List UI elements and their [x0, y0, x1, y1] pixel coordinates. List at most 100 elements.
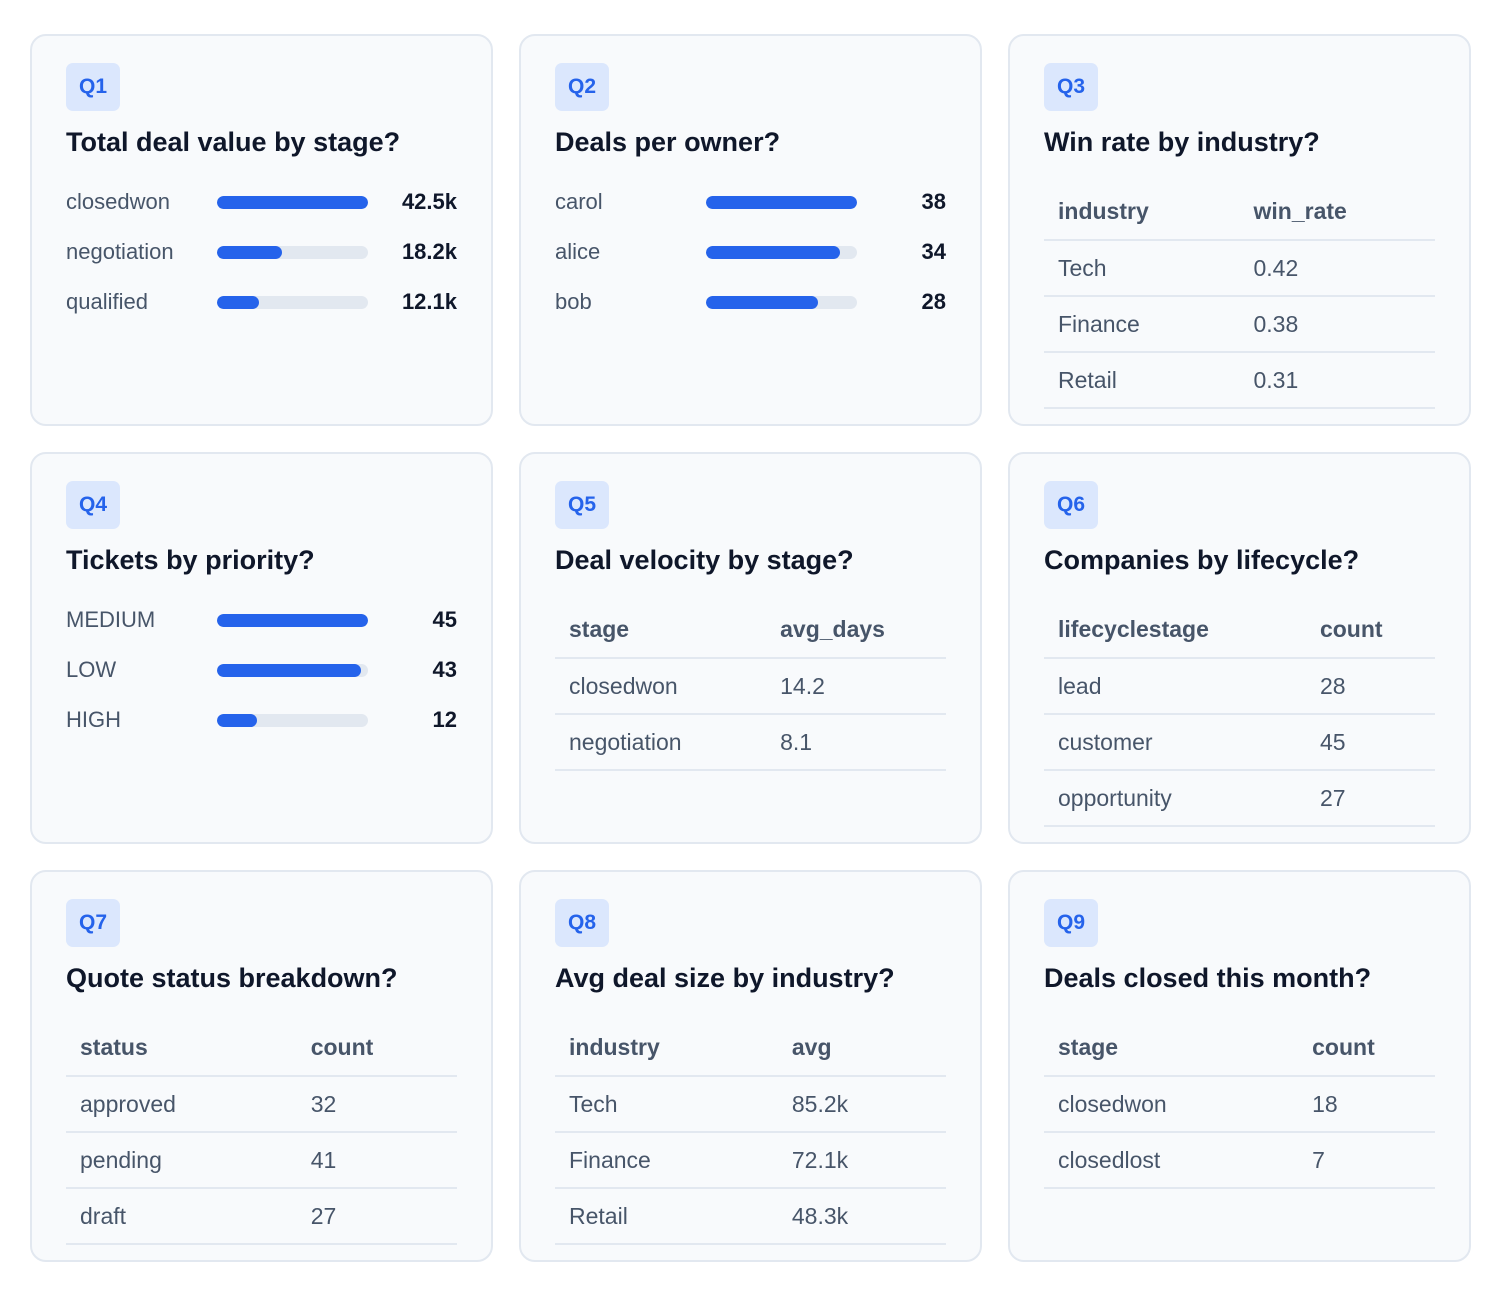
result-table: industry avg Tech 85.2k Finance 72.1k Retail 48… — [555, 1019, 946, 1245]
table-cell: 45 — [1305, 714, 1435, 771]
bar-fill — [217, 663, 362, 677]
table-cell: 0.31 — [1239, 352, 1435, 409]
question-badge: Q6 — [1044, 481, 1099, 529]
table-header-row: industry win_rate — [1044, 183, 1435, 241]
question-badge: Q7 — [66, 899, 121, 947]
table-row: closedwon 14.2 — [555, 658, 946, 715]
result-table: industry win_rate Tech 0.42 Finance 0.38 Retai… — [1044, 183, 1435, 409]
bar-label: qualified — [66, 289, 148, 314]
table-cell: 27 — [296, 1188, 457, 1245]
bar-row: bob 28 — [555, 277, 946, 327]
column-header: count — [1305, 601, 1435, 659]
bar-label: alice — [555, 239, 601, 264]
table-cell: Finance — [555, 1132, 778, 1189]
bar-label: LOW — [66, 657, 117, 682]
table-header-row: stage count — [1044, 1019, 1435, 1077]
table-cell: approved — [66, 1076, 297, 1133]
question-card[interactable]: Q7 Quote status breakdown? status count appr… — [30, 870, 493, 1262]
bar-row: qualified 12.1k — [66, 277, 457, 327]
bar-value: 12 — [432, 707, 457, 732]
bar-label: negotiation — [66, 239, 174, 264]
bar-fill — [706, 245, 841, 259]
table-cell: 41 — [296, 1132, 457, 1189]
question-title: Deal velocity by stage? — [555, 545, 854, 575]
table-body: closedwon 18 closedlost 7 — [1044, 1076, 1435, 1189]
column-header: stage — [1044, 1019, 1299, 1077]
bar-track — [217, 613, 368, 627]
table-body: Tech 0.42 Finance 0.38 Retail 0.31 — [1044, 240, 1435, 409]
table-row: closedwon 18 — [1044, 1076, 1435, 1133]
bar-fill — [217, 713, 258, 727]
table-cell: Tech — [555, 1076, 778, 1133]
table-cell: opportunity — [1044, 770, 1306, 827]
bar-row: closedwon 42.5k — [66, 177, 457, 227]
column-header: industry — [1044, 183, 1240, 241]
question-card[interactable]: Q6 Companies by lifecycle? lifecyclestage c… — [1008, 452, 1471, 844]
table-row: lead 28 — [1044, 658, 1435, 715]
column-header: lifecyclestage — [1044, 601, 1306, 659]
table-cell: draft — [66, 1188, 297, 1245]
bar-value: 34 — [921, 239, 946, 264]
column-header: industry — [555, 1019, 778, 1077]
table-row: Finance 0.38 — [1044, 296, 1435, 353]
table-cell: 27 — [1305, 770, 1435, 827]
question-card[interactable]: Q4 Tickets by priority? MEDIUM 45 LOW 43 HIGH 1… — [30, 452, 493, 844]
table-cell: customer — [1044, 714, 1306, 771]
question-card[interactable]: Q5 Deal velocity by stage? stage avg_days cl… — [519, 452, 982, 844]
table-cell: Tech — [1044, 240, 1240, 297]
table-header-row: lifecyclestage count — [1044, 601, 1435, 659]
column-header: status — [66, 1019, 297, 1077]
bar-track — [217, 295, 368, 309]
table-body: lead 28 customer 45 opportunity 27 — [1044, 658, 1435, 827]
bar-list: MEDIUM 45 LOW 43 HIGH 12 — [66, 595, 457, 745]
bar-row: HIGH 12 — [66, 695, 457, 745]
column-header: count — [296, 1019, 457, 1077]
bar-row: LOW 43 — [66, 645, 457, 695]
question-badge: Q1 — [66, 63, 121, 111]
question-card[interactable]: Q1 Total deal value by stage? closedwon 42.… — [30, 34, 493, 426]
question-card[interactable]: Q2 Deals per owner? carol 38 alice 34 bob 28 — [519, 34, 982, 426]
table-cell: 18 — [1298, 1076, 1435, 1133]
bar-list: closedwon 42.5k negotiation 18.2k qualified 1… — [66, 177, 457, 327]
question-title: Companies by lifecycle? — [1044, 545, 1360, 575]
bar-row: carol 38 — [555, 177, 946, 227]
column-header: avg_days — [766, 601, 946, 659]
bar-label: closedwon — [66, 189, 170, 214]
bar-value: 45 — [432, 607, 457, 632]
bar-label: carol — [555, 189, 603, 214]
bar-fill — [217, 613, 368, 627]
question-card[interactable]: Q3 Win rate by industry? industry win_rate T… — [1008, 34, 1471, 426]
question-badge: Q4 — [66, 481, 121, 529]
table-head: lifecyclestage count — [1044, 601, 1435, 659]
table-cell: negotiation — [555, 714, 767, 771]
table-header-row: status count — [66, 1019, 457, 1077]
bar-row: MEDIUM 45 — [66, 595, 457, 645]
table-cell: closedwon — [1044, 1076, 1299, 1133]
table-head: status count — [66, 1019, 457, 1077]
table-row: customer 45 — [1044, 714, 1435, 771]
question-card[interactable]: Q8 Avg deal size by industry? industry avg T… — [519, 870, 982, 1262]
bar-label: MEDIUM — [66, 607, 156, 632]
question-badge: Q8 — [555, 899, 610, 947]
table-row: pending 41 — [66, 1132, 457, 1189]
table-cell: Retail — [1044, 352, 1240, 409]
bar-fill — [217, 195, 368, 209]
table-cell: closedwon — [555, 658, 767, 715]
bar-track — [217, 195, 368, 209]
question-title: Quote status breakdown? — [66, 963, 398, 993]
question-card[interactable]: Q9 Deals closed this month? stage count clos… — [1008, 870, 1471, 1262]
table-body: Tech 85.2k Finance 72.1k Retail 48.3k — [555, 1076, 946, 1245]
table-row: Retail 48.3k — [555, 1188, 946, 1245]
result-table: stage avg_days closedwon 14.2 negotiation 8.1 — [555, 601, 946, 771]
column-header: avg — [777, 1019, 946, 1077]
bar-fill — [217, 245, 282, 259]
table-head: industry avg — [555, 1019, 946, 1077]
question-title: Tickets by priority? — [66, 545, 315, 575]
bar-row: negotiation 18.2k — [66, 227, 457, 277]
bar-track — [217, 663, 368, 677]
bar-fill — [217, 295, 260, 309]
table-row: Retail 0.31 — [1044, 352, 1435, 409]
table-cell: 48.3k — [777, 1188, 946, 1245]
table-row: Finance 72.1k — [555, 1132, 946, 1189]
bar-label: bob — [555, 289, 592, 314]
